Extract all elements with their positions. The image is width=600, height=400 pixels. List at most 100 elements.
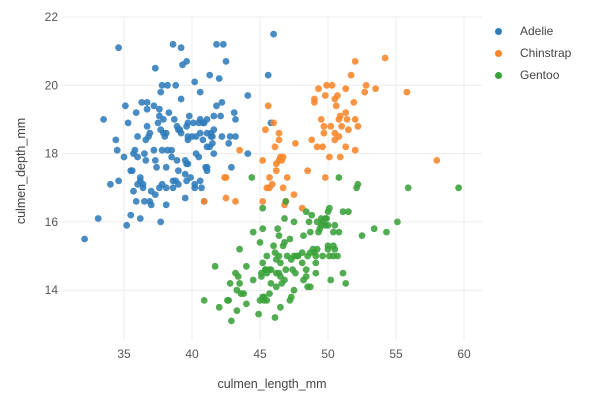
data-point[interactable]	[270, 242, 277, 250]
data-point[interactable]	[185, 112, 193, 120]
data-point[interactable]	[115, 44, 122, 52]
data-point[interactable]	[263, 297, 271, 304]
data-point[interactable]	[281, 239, 288, 246]
data-point[interactable]	[298, 249, 306, 256]
data-point[interactable]	[267, 266, 275, 274]
data-point[interactable]	[270, 119, 277, 127]
data-point[interactable]	[173, 157, 181, 164]
data-point[interactable]	[327, 122, 335, 130]
data-point[interactable]	[172, 81, 180, 89]
data-point[interactable]	[243, 262, 250, 270]
data-point[interactable]	[282, 266, 290, 274]
data-point[interactable]	[259, 225, 267, 233]
data-point[interactable]	[222, 58, 230, 65]
data-point[interactable]	[336, 153, 344, 161]
data-point[interactable]	[300, 232, 307, 240]
data-point[interactable]	[324, 242, 332, 250]
data-point[interactable]	[287, 256, 295, 263]
data-point[interactable]	[128, 167, 136, 175]
data-point[interactable]	[226, 133, 234, 140]
data-point[interactable]	[334, 92, 341, 99]
data-point[interactable]	[308, 136, 316, 144]
data-point[interactable]	[313, 143, 321, 151]
data-point[interactable]	[394, 218, 401, 226]
data-point[interactable]	[321, 92, 329, 99]
data-point[interactable]	[306, 283, 314, 291]
data-point[interactable]	[330, 228, 337, 236]
data-point[interactable]	[164, 81, 171, 89]
data-point[interactable]	[120, 153, 128, 161]
data-point[interactable]	[211, 262, 219, 270]
data-point[interactable]	[181, 194, 189, 202]
data-point[interactable]	[292, 269, 299, 277]
data-point[interactable]	[136, 215, 144, 222]
data-point[interactable]	[332, 102, 340, 110]
data-point[interactable]	[184, 160, 192, 168]
data-point[interactable]	[160, 116, 167, 123]
data-point[interactable]	[132, 109, 140, 116]
data-point[interactable]	[236, 280, 244, 287]
data-point[interactable]	[281, 276, 288, 284]
data-point[interactable]	[370, 225, 378, 233]
data-point[interactable]	[162, 184, 170, 192]
data-point[interactable]	[342, 280, 350, 287]
data-point[interactable]	[236, 245, 244, 253]
data-point[interactable]	[262, 266, 269, 274]
data-point[interactable]	[184, 119, 192, 127]
data-point[interactable]	[283, 174, 291, 181]
data-point[interactable]	[222, 194, 230, 202]
data-point[interactable]	[198, 184, 205, 192]
data-point[interactable]	[170, 116, 178, 123]
legend-item-gentoo[interactable]: Gentoo	[495, 64, 571, 86]
data-point[interactable]	[282, 198, 290, 205]
data-point[interactable]	[358, 232, 366, 240]
data-point[interactable]	[233, 307, 241, 315]
data-point[interactable]	[115, 177, 122, 185]
data-point[interactable]	[290, 191, 298, 199]
data-point[interactable]	[195, 153, 203, 161]
data-point[interactable]	[326, 204, 333, 212]
data-point[interactable]	[146, 129, 154, 137]
data-point[interactable]	[141, 150, 148, 158]
data-point[interactable]	[222, 174, 230, 181]
data-point[interactable]	[156, 105, 163, 113]
data-point[interactable]	[150, 102, 158, 110]
data-point[interactable]	[319, 252, 326, 260]
data-point[interactable]	[143, 99, 151, 106]
data-point[interactable]	[112, 136, 120, 144]
data-point[interactable]	[142, 157, 150, 164]
data-point[interactable]	[305, 218, 313, 226]
data-point[interactable]	[153, 163, 161, 171]
data-point[interactable]	[327, 276, 335, 284]
data-point[interactable]	[203, 163, 211, 171]
data-point[interactable]	[266, 174, 273, 181]
data-point[interactable]	[342, 85, 350, 93]
data-point[interactable]	[151, 191, 159, 199]
data-point[interactable]	[334, 252, 341, 260]
data-point[interactable]	[136, 174, 144, 181]
data-point[interactable]	[175, 167, 182, 175]
data-point[interactable]	[331, 245, 339, 253]
data-point[interactable]	[151, 157, 159, 164]
data-point[interactable]	[177, 44, 185, 52]
data-point[interactable]	[169, 184, 177, 192]
data-point[interactable]	[209, 133, 216, 140]
data-point[interactable]	[124, 119, 132, 127]
data-point[interactable]	[381, 54, 389, 62]
data-point[interactable]	[228, 317, 235, 325]
data-point[interactable]	[187, 174, 195, 181]
data-point[interactable]	[323, 81, 330, 89]
data-point[interactable]	[200, 198, 208, 205]
data-point[interactable]	[210, 126, 218, 134]
data-point[interactable]	[177, 129, 185, 137]
data-point[interactable]	[134, 153, 142, 161]
data-point[interactable]	[312, 259, 320, 267]
data-point[interactable]	[286, 235, 294, 243]
data-point[interactable]	[279, 153, 287, 161]
data-point[interactable]	[343, 116, 351, 123]
data-point[interactable]	[362, 81, 370, 89]
legend-item-adelie[interactable]: Adelie	[495, 20, 571, 42]
data-point[interactable]	[306, 228, 314, 236]
data-point[interactable]	[94, 215, 102, 222]
data-point[interactable]	[347, 71, 355, 79]
